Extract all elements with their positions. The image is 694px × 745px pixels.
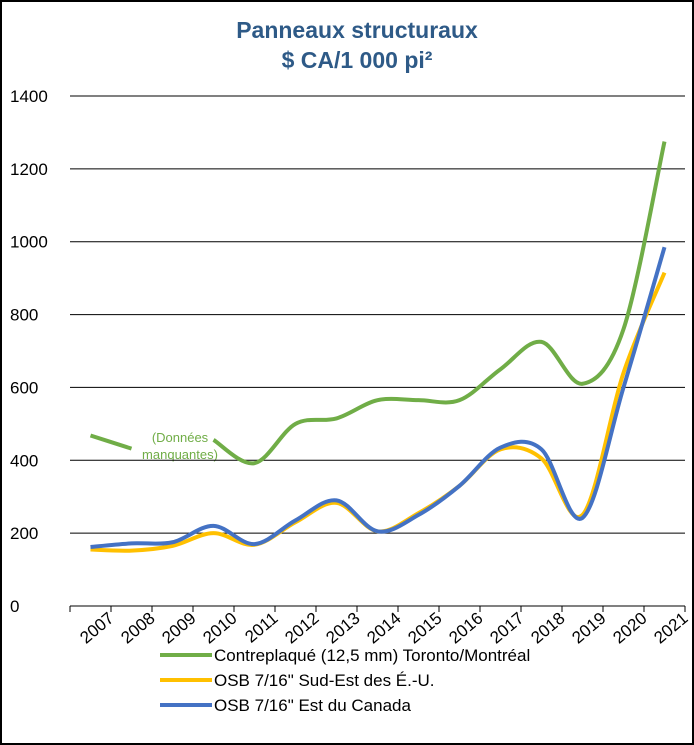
annotation: manquantes) bbox=[142, 447, 218, 462]
series-line bbox=[90, 246, 667, 549]
y-tick-label: 200 bbox=[10, 524, 38, 543]
legend-label: OSB 7/16" Est du Canada bbox=[214, 696, 411, 715]
series-line bbox=[89, 141, 667, 466]
y-tick-label: 400 bbox=[10, 451, 38, 470]
y-tick-label: 0 bbox=[10, 597, 19, 616]
y-tick-label: 600 bbox=[10, 378, 38, 397]
chart-subtitle: $ CA/1 000 pi² bbox=[282, 47, 433, 73]
y-tick-label: 1200 bbox=[10, 160, 48, 179]
y-tick-label: 1000 bbox=[10, 233, 48, 252]
legend-label: Contreplaqué (12,5 mm) Toronto/Montréal bbox=[214, 646, 530, 665]
y-tick-label: 1400 bbox=[10, 87, 48, 106]
y-tick-label: 800 bbox=[10, 306, 38, 325]
annotation: (Données bbox=[152, 430, 209, 445]
legend-label: OSB 7/16" Sud-Est des É.-U. bbox=[214, 671, 435, 690]
chart-title: Panneaux structuraux bbox=[236, 17, 478, 43]
